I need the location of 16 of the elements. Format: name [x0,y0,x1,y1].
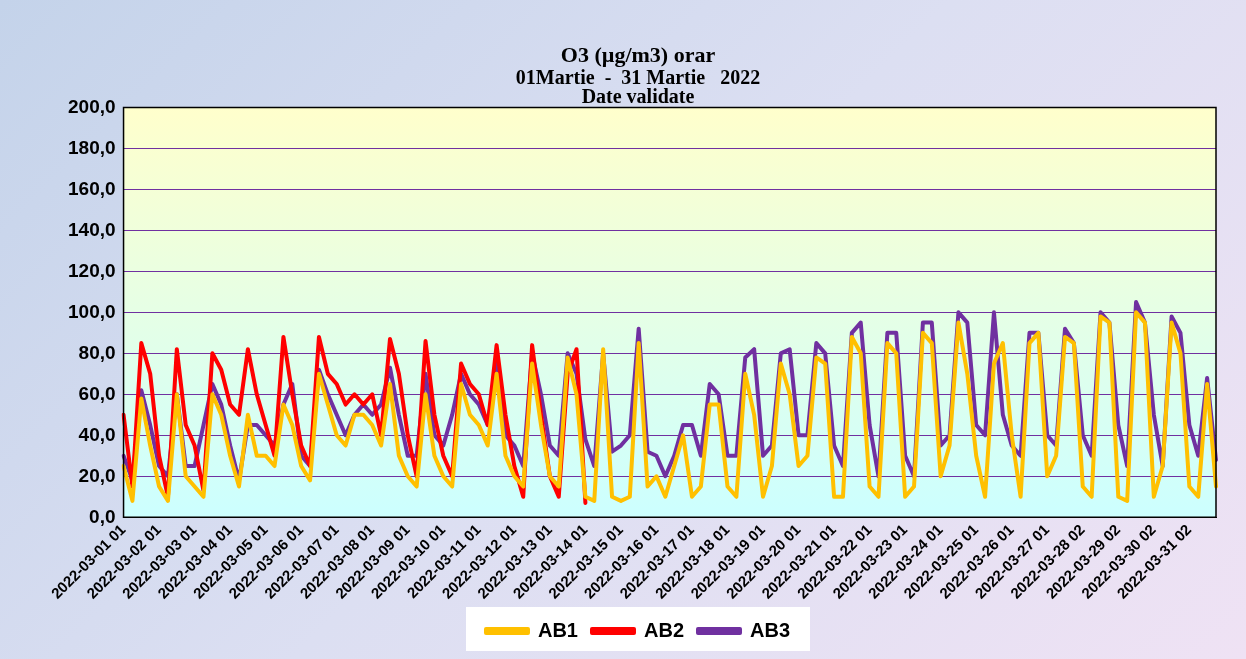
y-tick-label: 100,0 [68,300,116,322]
y-tick-label: 20,0 [78,464,116,486]
y-tick-label: 160,0 [68,177,116,199]
y-tick-label: 80,0 [78,341,116,363]
y-tick-label: 200,0 [68,95,116,117]
y-tick-label: 180,0 [68,136,116,158]
y-tick-label: 140,0 [68,218,116,240]
y-tick-label: 0,0 [89,505,116,527]
legend-label: AB1 [537,618,578,641]
legend-label: AB3 [750,618,791,641]
legend-label: AB2 [644,618,685,641]
y-tick-label: 120,0 [68,259,116,281]
chart-subtitle: 01Martie - 31 Martie 2022 Date validate [515,66,761,108]
chart-title: O3 (µg/m3) orar [560,41,716,67]
y-tick-label: 60,0 [78,382,116,404]
y-tick-label: 40,0 [78,423,116,445]
